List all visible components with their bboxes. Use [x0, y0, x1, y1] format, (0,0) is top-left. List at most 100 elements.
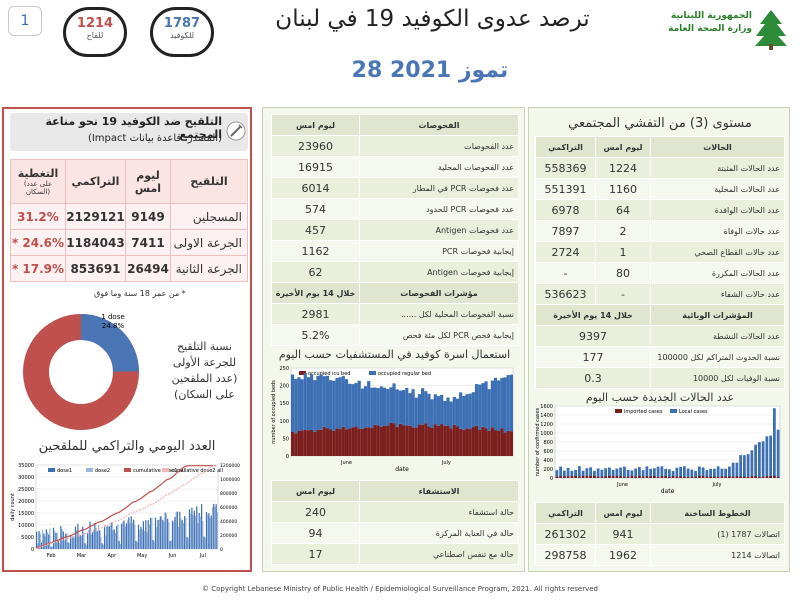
daily-cell: 9149: [125, 203, 171, 230]
legend-swatch: [369, 371, 376, 375]
regular-bed-bar: [341, 376, 345, 427]
local-cases-bar: [668, 469, 671, 478]
imported-cases-bar: [585, 475, 589, 478]
cumulative-dose2-line: [35, 465, 216, 550]
cases-label-cell: عدد حالات الوفاة: [650, 220, 785, 242]
icu-bar: [440, 424, 444, 456]
icu-bar: [462, 429, 466, 456]
cases-cumulative-cell: 2724: [535, 241, 596, 263]
icu-bar: [465, 428, 469, 456]
imported-cases-bar: [593, 475, 596, 478]
regular-bed-bar: [414, 397, 418, 428]
legend-label: occupied icu bed: [308, 371, 350, 377]
icu-bar: [357, 428, 361, 456]
imported-cases-bar: [608, 475, 611, 478]
vaccination-daily-chart: 0 5000 10000 15000 20000 25000 30000 35000 Feb Ma…: [10, 463, 240, 559]
cases-cumulative-cell: 536623: [535, 283, 596, 305]
local-cases-bar: [758, 442, 761, 478]
y-tick-label: 1000: [540, 431, 553, 437]
local-cases-bar: [773, 408, 776, 478]
epi-value-cell: 177: [535, 346, 651, 368]
y-tick-label: 400: [543, 458, 553, 464]
dose1-bar: [203, 536, 205, 549]
legend-swatch: [162, 468, 169, 472]
dose2-bar: [127, 520, 129, 549]
local-cases-bar: [656, 466, 660, 478]
cases-daily-cell: 2: [595, 220, 651, 242]
dose2-bar: [211, 507, 214, 549]
test-label-cell: عدد فحوصات PCR للحدود: [359, 198, 519, 220]
dose1-bar: [137, 524, 140, 549]
icu-bar: [367, 427, 371, 456]
local-cases-bar: [619, 467, 622, 478]
local-cases-bar: [660, 466, 664, 478]
local-cases-bar: [724, 468, 727, 478]
row-label: الجرعة الاولى: [170, 229, 248, 256]
dose1-bar: [79, 534, 81, 549]
regular-bed-bar: [344, 379, 349, 430]
local-cases-bar: [675, 467, 679, 478]
imported-cases-bar: [671, 475, 675, 478]
donut-label: 1 dose: [101, 313, 124, 321]
dose2-bar: [190, 513, 192, 549]
imported-cases-bar: [716, 477, 720, 478]
test-indicator-label-cell: نسبة الفحوصات المحلية لكل ......: [359, 303, 519, 325]
y-tick-label: 1600: [540, 404, 553, 410]
icu-bar: [427, 426, 431, 456]
dose2-bar: [73, 537, 75, 549]
test-indicator-value-cell: 5.2%: [271, 324, 360, 346]
x-tick-label: June: [616, 482, 628, 488]
dose1-bar: [210, 515, 212, 549]
dose1-bar: [167, 518, 169, 549]
dose2-bar: [37, 543, 39, 549]
icu-bar: [417, 424, 422, 456]
y-tick-label: 20000: [18, 499, 34, 505]
icu-bar: [408, 425, 412, 456]
imported-cases-bar: [600, 476, 604, 478]
y-tick-label: 30000: [18, 475, 34, 481]
icu-bar: [414, 427, 418, 456]
dose2-bar: [177, 526, 180, 549]
covid-hotline-badge: 1787 للكوفيد: [150, 7, 214, 57]
regular-bed-bar: [373, 387, 377, 425]
dose1-bar: [188, 509, 191, 549]
regular-bed-bar: [395, 389, 399, 427]
imported-cases-bar: [769, 476, 772, 478]
test-value-cell: 1162: [271, 240, 360, 262]
icu-bar: [344, 429, 349, 456]
regular-bed-bar: [316, 375, 320, 430]
regular-bed-bar: [459, 392, 463, 429]
coverage-cell: * 17.9%: [10, 255, 66, 282]
imported-cases-bar: [709, 476, 712, 478]
table-row: 9397 عدد الحالات النشطة: [535, 325, 785, 347]
icu-bar: [509, 431, 513, 456]
icu-bar: [354, 426, 358, 456]
dose1-bar: [145, 520, 147, 549]
tests-indicators-value-header: خلال 14 يوم الأخيرة: [271, 282, 360, 304]
dose2-bar: [165, 513, 168, 549]
regular-bed-bar: [500, 377, 504, 429]
dose1-bar: [193, 510, 195, 549]
vaccine-hotline-badge: 1214 للقاح: [63, 7, 127, 57]
imported-cases-bar: [705, 476, 709, 478]
y-tick-label: 100: [279, 419, 289, 425]
table-row: 23960 عدد الفحوصات: [271, 135, 519, 157]
local-cases-bar: [630, 470, 634, 478]
regular-bed-bar: [493, 377, 498, 431]
icu-bar: [322, 426, 326, 456]
imported-cases-bar: [649, 476, 652, 478]
legend-label: imported cases: [624, 409, 663, 415]
local-cases-bar: [566, 467, 570, 478]
dose2-bar: [129, 523, 131, 549]
table-row: 457 عدد فحوصات Antigen: [271, 219, 519, 241]
imported-cases-bar: [690, 476, 694, 478]
dose2-bar: [192, 515, 194, 549]
imported-cases-bar: [746, 477, 750, 478]
dose2-bar: [110, 524, 112, 549]
dose2-bar: [61, 529, 63, 549]
dose1-bar: [142, 521, 144, 549]
dose2-bar: [163, 521, 165, 549]
regular-bed-bar: [405, 387, 409, 426]
imported-cases-bar: [581, 475, 585, 478]
regular-bed-bar: [351, 384, 355, 428]
